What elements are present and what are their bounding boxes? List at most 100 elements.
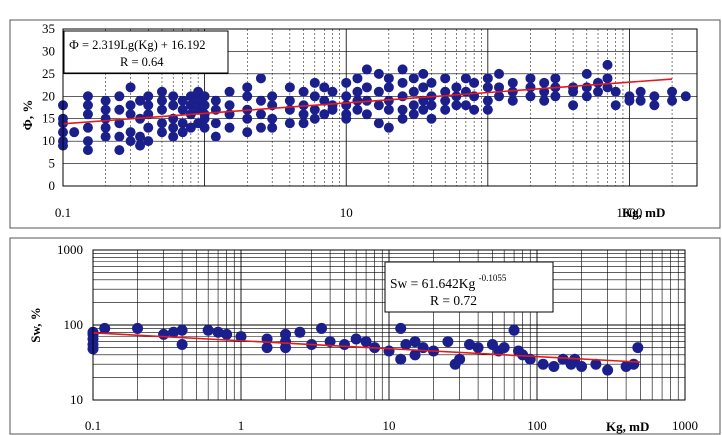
sw-plot-frame: [92, 249, 686, 401]
sw-x-tick-label: 1000: [672, 418, 698, 433]
sw-data-point: [472, 342, 484, 354]
porosity-data-point: [156, 86, 167, 97]
porosity-data-point: [635, 86, 646, 97]
porosity-data-point: [418, 68, 429, 79]
porosity-data-point: [408, 73, 419, 84]
sw-data-point: [632, 342, 644, 354]
porosity-data-point: [440, 104, 451, 115]
porosity-data-point: [267, 91, 278, 102]
sw-data-point: [316, 322, 328, 334]
sw-data-point: [498, 342, 510, 354]
porosity-data-point: [649, 91, 660, 102]
porosity-data-point: [507, 77, 518, 88]
porosity-data-point: [581, 68, 592, 79]
porosity-data-point: [298, 109, 309, 120]
sw-y-tick-label: 10: [70, 392, 83, 407]
porosity-data-point: [451, 100, 462, 111]
porosity-data-point: [469, 104, 480, 115]
porosity-data-point: [373, 68, 384, 79]
porosity-data-point: [284, 82, 295, 93]
sw-data-point: [99, 322, 111, 334]
porosity-y-tick-label: 10: [42, 133, 55, 148]
porosity-data-point: [114, 91, 125, 102]
porosity-data-point: [593, 86, 604, 97]
sw-y-tick-label: 100: [64, 317, 84, 332]
sw-data-point: [628, 358, 640, 370]
porosity-data-point: [100, 104, 111, 115]
porosity-data-point: [100, 131, 111, 142]
porosity-x-ticks: 0.1 10 1000: [55, 205, 643, 220]
sw-data-point: [400, 338, 412, 350]
porosity-data-point: [242, 113, 253, 124]
porosity-data-point: [309, 113, 320, 124]
sw-data-point: [548, 360, 560, 372]
porosity-data-point: [156, 118, 167, 129]
porosity-data-point: [568, 86, 579, 97]
porosity-points: [58, 59, 691, 156]
porosity-y-tick-label: 25: [42, 66, 55, 81]
porosity-data-point: [319, 109, 330, 120]
porosity-data-point: [426, 77, 437, 88]
porosity-data-point: [649, 100, 660, 111]
porosity-data-point: [408, 100, 419, 111]
porosity-data-point: [82, 145, 93, 156]
porosity-data-point: [168, 131, 179, 142]
sw-data-point: [168, 326, 180, 338]
porosity-data-point: [210, 95, 221, 106]
sw-data-point: [409, 349, 421, 361]
porosity-data-point: [397, 104, 408, 115]
sw-data-point: [576, 360, 588, 372]
porosity-data-point: [451, 82, 462, 93]
porosity-data-point: [114, 118, 125, 129]
porosity-data-point: [373, 118, 384, 129]
porosity-data-point: [383, 82, 394, 93]
sw-data-point: [212, 326, 224, 338]
porosity-data-point: [624, 95, 635, 106]
porosity-data-point: [397, 113, 408, 124]
porosity-data-point: [135, 95, 146, 106]
sw-data-point: [395, 353, 407, 365]
porosity-data-point: [114, 145, 125, 156]
sw-equation-base: Sw = 61.642Kg: [390, 276, 475, 291]
porosity-data-point: [309, 104, 320, 115]
porosity-y-tick-label: 35: [42, 21, 55, 36]
porosity-data-point: [199, 113, 210, 124]
sw-equation: Sw = 61.642Kg -0.1055: [390, 273, 507, 291]
porosity-data-point: [242, 91, 253, 102]
porosity-data-point: [341, 91, 352, 102]
porosity-chart-panel: 0 5 10 15 20 25 30 35 0.1 10 1000 Ф, % Kg, mD Ф =…: [9, 19, 721, 229]
porosity-data-point: [550, 91, 561, 102]
sw-r-value: R = 0.72: [430, 293, 477, 308]
porosity-data-point: [143, 122, 154, 133]
porosity-data-point: [199, 100, 210, 111]
porosity-data-point: [507, 86, 518, 97]
porosity-data-point: [525, 82, 536, 93]
porosity-data-point: [255, 73, 266, 84]
sw-data-point: [176, 324, 188, 336]
porosity-data-point: [507, 95, 518, 106]
porosity-x-tick-label: 1000: [616, 205, 642, 220]
porosity-data-point: [255, 109, 266, 120]
sw-data-point: [158, 328, 170, 340]
porosity-data-point: [210, 118, 221, 129]
porosity-x-tick-label: 10: [340, 205, 353, 220]
porosity-data-point: [539, 77, 550, 88]
porosity-data-point: [581, 91, 592, 102]
sw-equation-exponent: -0.1055: [479, 273, 507, 283]
porosity-data-point: [267, 113, 278, 124]
porosity-data-point: [177, 104, 188, 115]
porosity-data-point: [469, 77, 480, 88]
porosity-data-point: [143, 91, 154, 102]
porosity-data-point: [482, 82, 493, 93]
porosity-y-tick-label: 15: [42, 111, 55, 126]
porosity-y-tick-label: 0: [49, 178, 56, 193]
sw-data-point: [360, 336, 372, 348]
porosity-data-point: [383, 122, 394, 133]
porosity-trend-line: [62, 78, 673, 125]
porosity-data-point: [610, 86, 621, 97]
porosity-x-tick-label: 0.1: [55, 205, 71, 220]
porosity-data-point: [309, 77, 320, 88]
porosity-data-point: [156, 95, 167, 106]
porosity-data-point: [383, 95, 394, 106]
porosity-data-point: [397, 64, 408, 75]
